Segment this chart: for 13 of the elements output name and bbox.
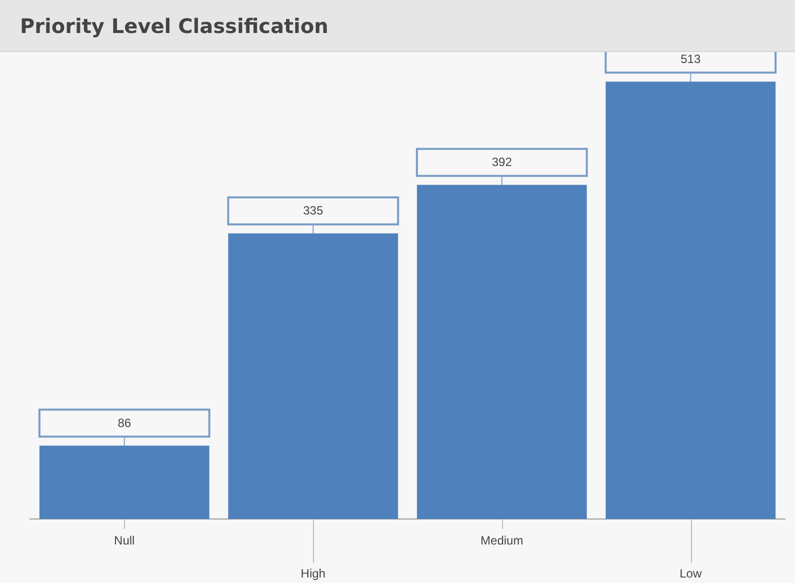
data-label: 392 [492, 155, 512, 170]
data-label: 513 [680, 52, 701, 66]
bar [416, 184, 587, 519]
x-tick-label: High [300, 566, 326, 580]
bar [606, 82, 776, 519]
data-label: 86 [118, 416, 132, 430]
data-label: 335 [303, 204, 324, 218]
bar [39, 446, 210, 519]
x-tick-label: Null [114, 533, 135, 548]
bar [228, 233, 398, 519]
x-tick-label: Medium [480, 533, 524, 548]
x-tick-label: Low [680, 566, 702, 580]
chart-title: Priority Level Classification [20, 14, 328, 38]
